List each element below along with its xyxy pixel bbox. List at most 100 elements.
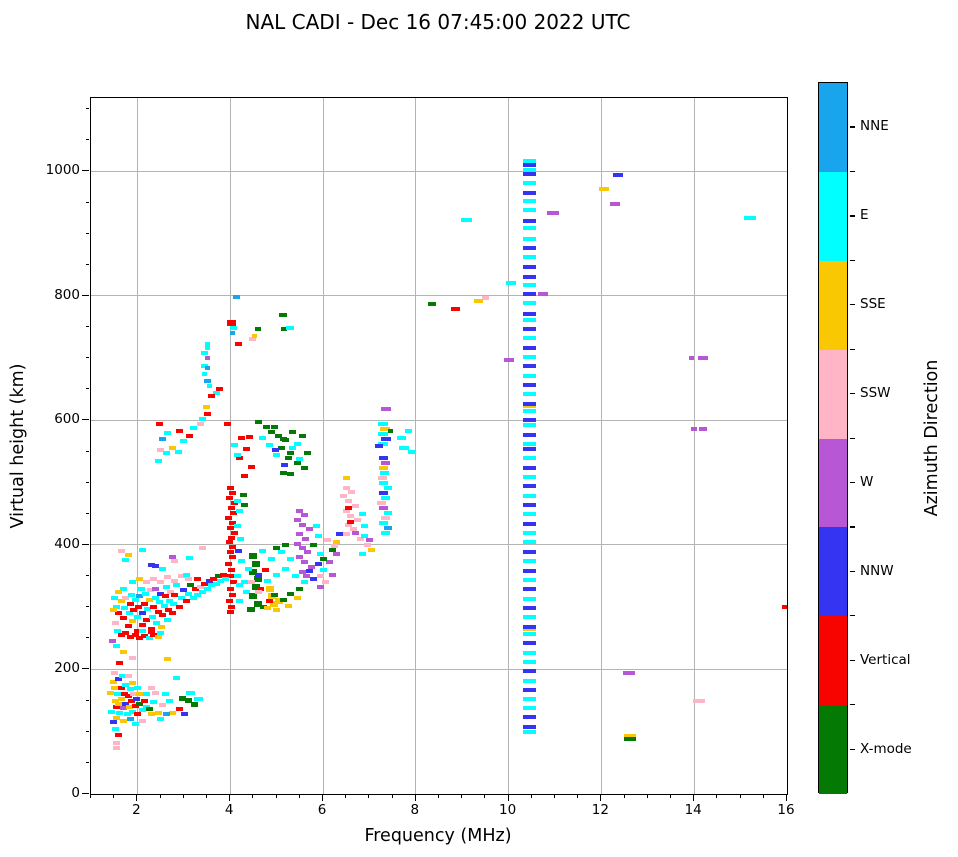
- data-point: [523, 181, 537, 186]
- data-point: [157, 580, 165, 585]
- data-point: [136, 577, 144, 582]
- data-point: [249, 593, 258, 600]
- y-tick-minor: [85, 761, 89, 763]
- data-point: [298, 546, 306, 551]
- data-point: [186, 556, 194, 561]
- gridline-x: [600, 98, 602, 794]
- data-point: [201, 351, 209, 356]
- data-point: [113, 605, 121, 610]
- data-point: [143, 580, 151, 585]
- x-tick-minor: [623, 794, 625, 798]
- data-point: [131, 633, 139, 638]
- data-point: [150, 633, 158, 638]
- data-point: [132, 697, 140, 702]
- data-point: [266, 599, 274, 603]
- data-point: [170, 602, 178, 607]
- data-point: [130, 608, 138, 613]
- data-point: [254, 419, 262, 424]
- data-point: [598, 186, 609, 191]
- data-point: [203, 586, 211, 591]
- data-point: [331, 544, 339, 549]
- data-point: [134, 605, 142, 610]
- data-point: [293, 541, 301, 546]
- data-point: [259, 549, 267, 554]
- data-point: [175, 706, 183, 711]
- data-point: [296, 586, 304, 591]
- data-point: [111, 726, 119, 731]
- data-point: [503, 358, 514, 363]
- colorbar-tick: [850, 126, 855, 128]
- gridline-x: [786, 98, 787, 794]
- data-point: [240, 473, 248, 478]
- data-point: [233, 524, 241, 529]
- data-point: [133, 686, 141, 691]
- data-point: [523, 688, 537, 693]
- data-point: [164, 430, 172, 435]
- data-point: [246, 434, 254, 439]
- data-point: [356, 536, 364, 541]
- data-point: [361, 524, 369, 529]
- data-point: [120, 692, 128, 697]
- data-point: [145, 706, 153, 711]
- data-point: [245, 566, 253, 571]
- gridline-y: [91, 544, 787, 546]
- data-point: [523, 596, 537, 601]
- data-point: [171, 592, 179, 597]
- data-point: [345, 505, 353, 510]
- colorbar-tick: [850, 215, 855, 217]
- x-tick-minor: [113, 794, 115, 798]
- data-point: [138, 718, 146, 723]
- data-point: [168, 711, 176, 716]
- data-point: [177, 595, 185, 600]
- data-point: [235, 549, 243, 554]
- data-point: [154, 610, 162, 615]
- data-point: [111, 698, 119, 703]
- data-point: [115, 732, 123, 737]
- data-point: [273, 608, 281, 613]
- data-point: [226, 610, 234, 615]
- data-point: [126, 635, 134, 640]
- data-point: [122, 701, 130, 706]
- data-point: [129, 580, 137, 585]
- data-point: [133, 614, 141, 619]
- data-point: [270, 424, 278, 429]
- data-point: [248, 336, 256, 341]
- data-point: [324, 538, 332, 542]
- x-tick-minor: [368, 794, 370, 798]
- colorbar-category-label: Vertical: [860, 651, 911, 668]
- chart-title: NAL CADI - Dec 16 07:45:00 2022 UTC: [245, 10, 631, 34]
- data-point: [328, 547, 336, 552]
- data-point: [481, 295, 489, 300]
- data-point: [228, 605, 236, 610]
- y-tick-minor: [85, 575, 89, 577]
- colorbar-category-label: E: [860, 207, 869, 224]
- data-point: [231, 530, 239, 535]
- data-point: [233, 295, 241, 300]
- data-point: [190, 702, 198, 708]
- colorbar-tick: [850, 304, 855, 306]
- x-tick-minor: [90, 794, 91, 798]
- data-point: [166, 698, 174, 703]
- x-tick-minor: [182, 794, 184, 798]
- data-point: [317, 574, 325, 579]
- data-point: [692, 699, 705, 704]
- data-point: [201, 363, 209, 368]
- data-point: [523, 531, 537, 536]
- data-point: [314, 561, 322, 566]
- data-point: [274, 598, 283, 604]
- data-point: [523, 641, 537, 646]
- data-point: [523, 456, 537, 461]
- data-point: [278, 313, 287, 318]
- data-point: [115, 611, 123, 616]
- data-point: [233, 574, 241, 579]
- data-point: [262, 424, 270, 429]
- colorbar-boundary-tick: [850, 437, 855, 439]
- data-point: [122, 595, 130, 600]
- data-point: [523, 301, 537, 306]
- data-point: [119, 718, 127, 723]
- x-tick-minor: [159, 794, 161, 798]
- data-point: [222, 577, 230, 582]
- data-point: [397, 435, 407, 440]
- colorbar-boundary-tick: [850, 259, 855, 261]
